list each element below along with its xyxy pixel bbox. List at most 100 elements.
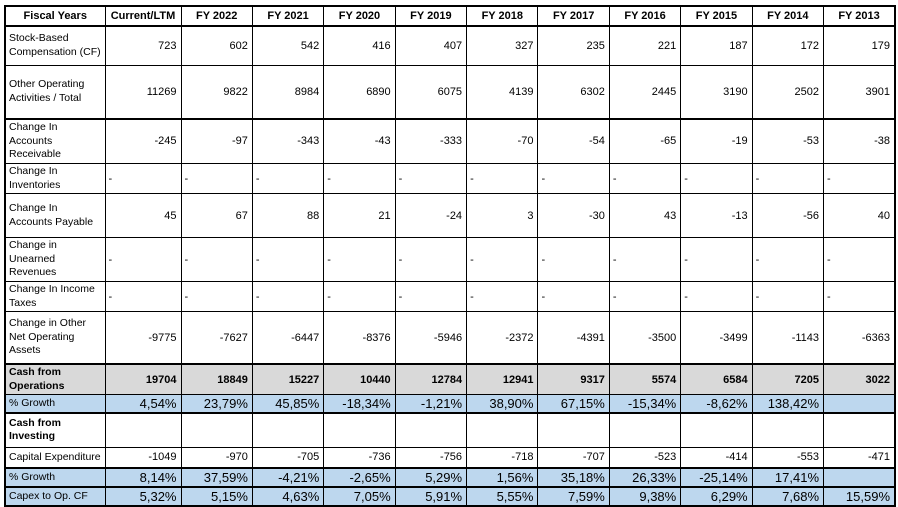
column-header: FY 2016: [608, 5, 682, 27]
data-cell: -: [680, 281, 753, 313]
data-cell: -: [251, 237, 325, 283]
column-header: FY 2018: [466, 5, 539, 27]
data-cell: 35,18%: [537, 467, 610, 488]
data-cell: 7,59%: [537, 486, 610, 507]
data-cell: 542: [251, 25, 325, 66]
data-cell: [251, 412, 325, 448]
data-cell: -38: [823, 117, 896, 164]
column-header: FY 2020: [323, 5, 396, 27]
data-cell: 19704: [104, 362, 182, 396]
data-cell: -553: [751, 446, 825, 469]
data-cell: 602: [180, 25, 253, 66]
data-cell: 67,15%: [537, 394, 610, 414]
data-cell: -: [323, 281, 396, 313]
column-header: Current/LTM: [104, 5, 182, 27]
data-cell: -333: [394, 117, 468, 164]
data-cell: -: [104, 162, 182, 195]
data-cell: [680, 412, 753, 448]
data-cell: -8,62%: [680, 394, 753, 414]
table-row-other-operating-activities-total: Other Operating Activities / Total 11269 9…: [4, 64, 896, 120]
data-cell: 7205: [751, 362, 825, 396]
data-cell: -: [323, 237, 396, 283]
data-cell: 88: [251, 193, 325, 239]
column-header: FY 2014: [751, 5, 825, 27]
data-cell: -: [394, 162, 468, 195]
data-cell: -: [823, 281, 896, 313]
data-cell: -343: [251, 117, 325, 164]
table-row-growth-cash-from-operations: % Growth 4,54% 23,79% 45,85% -18,34% -1,21% 38…: [4, 394, 896, 414]
data-cell: -: [323, 162, 396, 195]
data-cell: 67: [180, 193, 253, 239]
data-cell: -: [104, 281, 182, 313]
data-cell: 7,68%: [751, 486, 825, 507]
data-cell: 26,33%: [608, 467, 682, 488]
data-cell: 38,90%: [466, 394, 539, 414]
data-cell: 1,56%: [466, 467, 539, 488]
column-header: FY 2013: [823, 5, 896, 27]
data-cell: 3: [466, 193, 539, 239]
data-cell: -: [608, 162, 682, 195]
data-cell: 9822: [180, 64, 253, 120]
table-row-stock-based-compensation-cf: Stock-Based Compensation (CF) 723 602 542 41…: [4, 25, 896, 66]
data-cell: 11269: [104, 64, 182, 120]
data-cell: 5,55%: [466, 486, 539, 507]
table-row-change-in-unearned-revenues: Change in Unearned Revenues - - - - - - - - - - -: [4, 237, 896, 283]
table-body: Stock-Based Compensation (CF) 723 602 542 41…: [4, 25, 896, 507]
data-cell: -523: [608, 446, 682, 469]
data-cell: -19: [680, 117, 753, 164]
data-cell: -3499: [680, 311, 753, 365]
data-cell: 407: [394, 25, 468, 66]
data-cell: 3190: [680, 64, 753, 120]
table-header-row: Fiscal Years Current/LTM FY 2022 FY 2021 FY …: [4, 5, 896, 27]
data-cell: -6447: [251, 311, 325, 365]
data-cell: 23,79%: [180, 394, 253, 414]
data-cell: -4391: [537, 311, 610, 365]
data-cell: -: [823, 237, 896, 283]
data-cell: 12941: [466, 362, 539, 396]
data-cell: -705: [251, 446, 325, 469]
data-cell: 6302: [537, 64, 610, 120]
row-label-capital-expenditure: Capital Expenditure: [4, 446, 106, 469]
data-cell: 5,32%: [104, 486, 182, 507]
data-cell: 21: [323, 193, 396, 239]
table-row-change-in-other-net-operating-assets: Change in Other Net Operating Assets -977…: [4, 311, 896, 365]
data-cell: -25,14%: [680, 467, 753, 488]
data-cell: -: [251, 281, 325, 313]
data-cell: -: [823, 162, 896, 195]
data-cell: -3500: [608, 311, 682, 365]
data-cell: -8376: [323, 311, 396, 365]
data-cell: -414: [680, 446, 753, 469]
row-label-growth-cash-from-operations: % Growth: [4, 394, 106, 414]
data-cell: -: [680, 162, 753, 195]
data-cell: 12784: [394, 362, 468, 396]
data-cell: -18,34%: [323, 394, 396, 414]
data-cell: 187: [680, 25, 753, 66]
data-cell: -: [104, 237, 182, 283]
row-label-cash-from-investing: Cash from Investing: [4, 412, 106, 448]
data-cell: [823, 467, 896, 488]
data-cell: -9775: [104, 311, 182, 365]
data-cell: 5574: [608, 362, 682, 396]
data-cell: -4,21%: [251, 467, 325, 488]
data-cell: 8,14%: [104, 467, 182, 488]
data-cell: -2372: [466, 311, 539, 365]
row-label-growth-capital-expenditure: % Growth: [4, 467, 106, 488]
data-cell: -: [608, 281, 682, 313]
data-cell: 9317: [537, 362, 610, 396]
column-header: FY 2015: [680, 5, 753, 27]
data-cell: 45,85%: [251, 394, 325, 414]
data-cell: -756: [394, 446, 468, 469]
data-cell: 6890: [323, 64, 396, 120]
data-cell: -24: [394, 193, 468, 239]
data-cell: [180, 412, 253, 448]
table-head: Fiscal Years Current/LTM FY 2022 FY 2021 FY …: [4, 5, 896, 27]
data-cell: 723: [104, 25, 182, 66]
data-cell: 40: [823, 193, 896, 239]
data-cell: [104, 412, 182, 448]
data-cell: -30: [537, 193, 610, 239]
data-cell: -54: [537, 117, 610, 164]
data-cell: 7,05%: [323, 486, 396, 507]
data-cell: 3901: [823, 64, 896, 120]
data-cell: -43: [323, 117, 396, 164]
table-row-change-in-accounts-receivable: Change In Accounts Receivable -245 -97 -343…: [4, 117, 896, 164]
